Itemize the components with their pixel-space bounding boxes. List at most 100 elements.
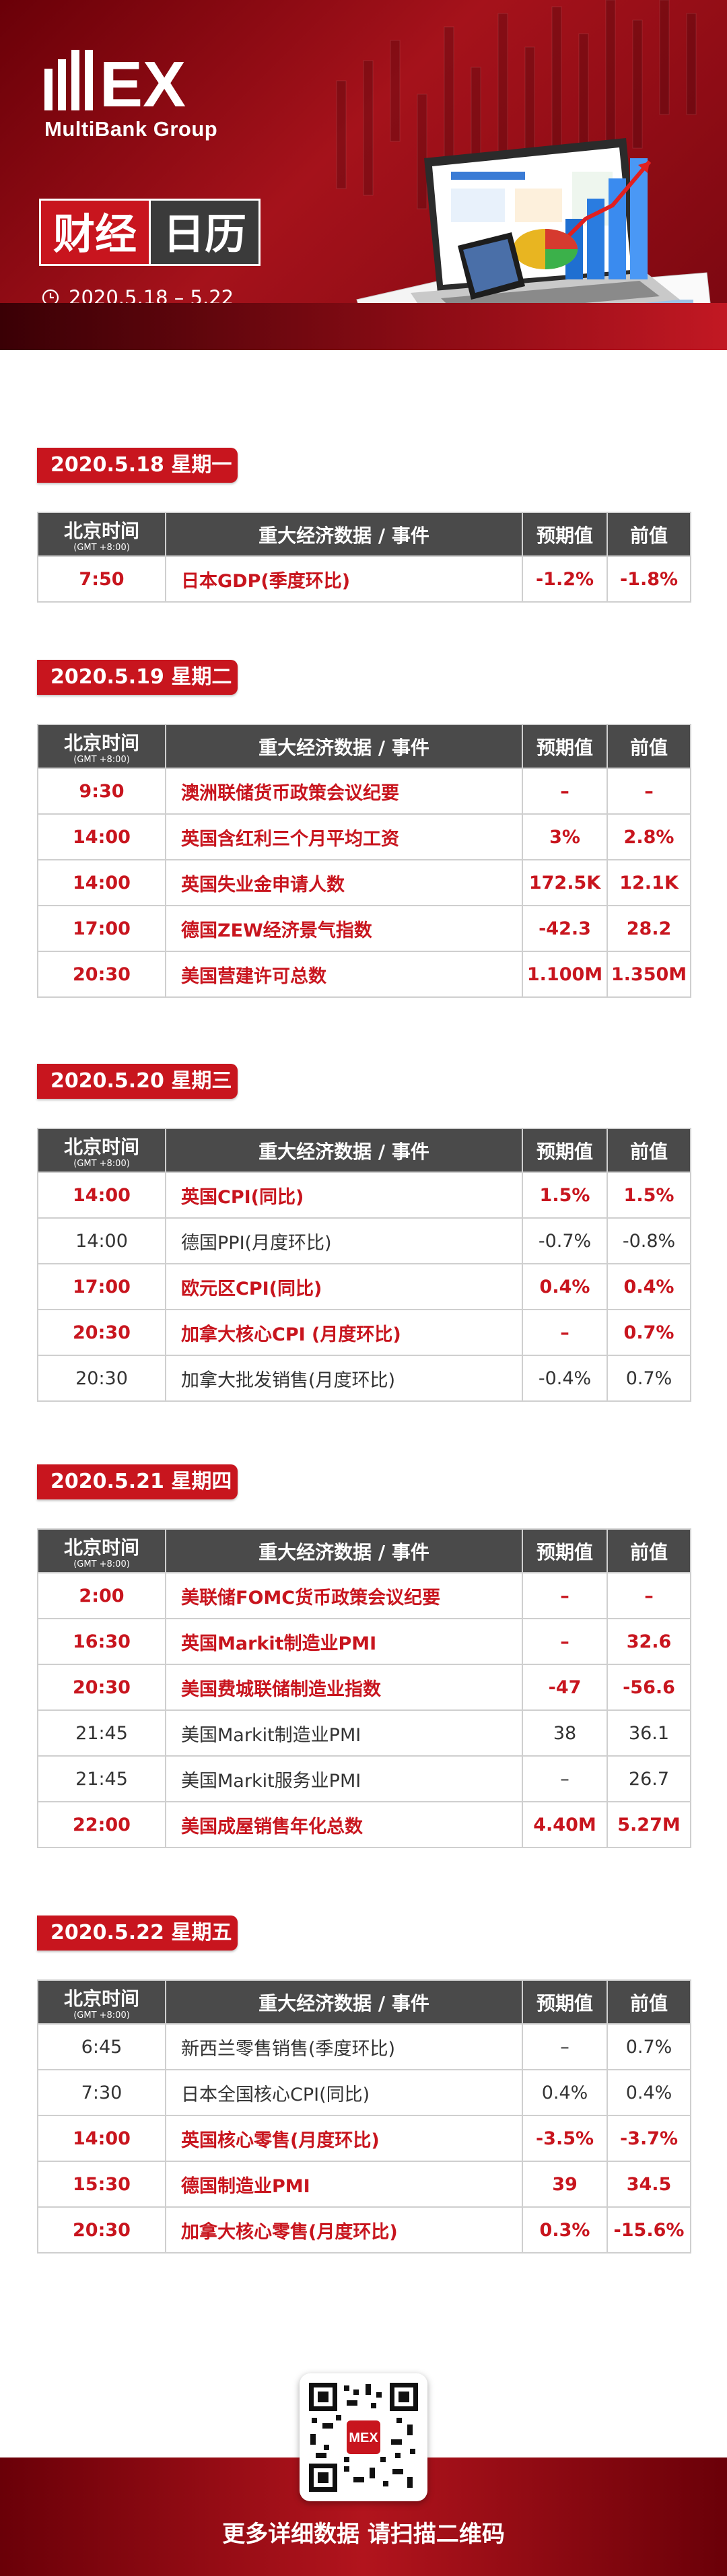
cell-previous: – bbox=[607, 1572, 691, 1619]
cell-event: 美国费城联储制造业指数 bbox=[165, 1664, 523, 1711]
cell-forecast: 0.4% bbox=[522, 1263, 608, 1310]
day-label: 2020.5.22 星期五 bbox=[37, 1916, 238, 1951]
cell-time: 15:30 bbox=[37, 2161, 166, 2208]
qr-code-icon: MEX bbox=[309, 2383, 418, 2492]
cell-event: 澳洲联储货币政策会议纪要 bbox=[165, 768, 523, 815]
cell-event: 英国Markit制造业PMI bbox=[165, 1618, 523, 1665]
cell-forecast: 4.40M bbox=[522, 1801, 608, 1848]
cell-event: 美国成屋销售年化总数 bbox=[165, 1801, 523, 1848]
table-row: 20:30 美国营建许可总数 1.100M 1.350M bbox=[37, 951, 691, 998]
cell-forecast: 39 bbox=[522, 2161, 608, 2208]
cell-forecast: -0.4% bbox=[522, 1355, 608, 1402]
cell-forecast: -1.2% bbox=[522, 555, 608, 603]
table-row: 21:45 美国Markit制造业PMI 38 36.1 bbox=[37, 1709, 691, 1757]
table-header-row: 北京时间 (GMT +8:00) 重大经济数据 / 事件 预期值 前值 bbox=[37, 512, 691, 557]
header-forecast: 预期值 bbox=[522, 1979, 608, 2025]
calendar-table: 北京时间 (GMT +8:00) 重大经济数据 / 事件 预期值 前值 9:30 澳洲联储货… bbox=[37, 724, 691, 998]
tablet-illustration bbox=[458, 232, 525, 300]
cell-time: 21:45 bbox=[37, 1709, 166, 1757]
cell-event: 加拿大核心零售(月度环比) bbox=[165, 2206, 523, 2253]
cell-previous: 5.27M bbox=[607, 1801, 691, 1848]
cell-previous: -56.6 bbox=[607, 1664, 691, 1711]
cell-event: 英国核心零售(月度环比) bbox=[165, 2115, 523, 2162]
cell-forecast: – bbox=[522, 1572, 608, 1619]
cell-event: 新西兰零售销售(季度环比) bbox=[165, 2023, 523, 2070]
cell-time: 16:30 bbox=[37, 1618, 166, 1665]
cell-previous: 12.1K bbox=[607, 859, 691, 906]
header-previous: 前值 bbox=[607, 512, 691, 557]
cell-time: 2:00 bbox=[37, 1572, 166, 1619]
header-time: 北京时间 (GMT +8:00) bbox=[37, 1128, 166, 1173]
table-row: 20:30 加拿大核心零售(月度环比) 0.3% -15.6% bbox=[37, 2206, 691, 2253]
table-header-row: 北京时间 (GMT +8:00) 重大经济数据 / 事件 预期值 前值 bbox=[37, 724, 691, 769]
cell-forecast: -0.7% bbox=[522, 1217, 608, 1264]
header-stripe bbox=[0, 303, 727, 350]
table-row: 16:30 英国Markit制造业PMI –32.6 bbox=[37, 1618, 691, 1665]
cell-forecast: – bbox=[522, 1309, 608, 1356]
table-row: 9:30 澳洲联储货币政策会议纪要 – – bbox=[37, 768, 691, 815]
qr-badge-text: MEX bbox=[349, 2431, 378, 2445]
cell-previous: 32.6 bbox=[607, 1618, 691, 1665]
cell-time: 17:00 bbox=[37, 905, 166, 952]
mex-logo: EX MultiBank Group bbox=[40, 47, 242, 141]
table-row: 14:00 英国失业金申请人数 172.5K 12.1K bbox=[37, 859, 691, 906]
cell-forecast: 172.5K bbox=[522, 859, 608, 906]
mex-logo-mark: EX bbox=[44, 48, 186, 111]
table-row: 22:00 美国成屋销售年化总数 4.40M 5.27M bbox=[37, 1801, 691, 1848]
qr-center-badge bbox=[347, 2420, 380, 2454]
table-row: 14:00 英国含红利三个月平均工资 3% 2.8% bbox=[37, 813, 691, 860]
pie-chart-illustration bbox=[513, 229, 578, 269]
cell-time: 7:50 bbox=[37, 555, 166, 603]
cell-time: 14:00 bbox=[37, 813, 166, 860]
cell-previous: -3.7% bbox=[607, 2115, 691, 2162]
table-row: 7:50 日本GDP(季度环比) -1.2% -1.8% bbox=[37, 555, 691, 603]
cell-previous: 0.4% bbox=[607, 1263, 691, 1310]
calendar-table: 北京时间 (GMT +8:00) 重大经济数据 / 事件 预期值 前值 7:50 日本GDP… bbox=[37, 512, 691, 603]
cell-time: 7:30 bbox=[37, 2069, 166, 2116]
cell-previous: 26.7 bbox=[607, 1755, 691, 1802]
header-time: 北京时间 (GMT +8:00) bbox=[37, 512, 166, 557]
cell-event: 美国营建许可总数 bbox=[165, 951, 523, 998]
cell-event: 英国失业金申请人数 bbox=[165, 859, 523, 906]
table-row: 20:30 美国费城联储制造业指数 -47 -56.6 bbox=[37, 1664, 691, 1711]
cell-event: 加拿大批发销售(月度环比) bbox=[165, 1355, 523, 1402]
table-row: 14:00 英国核心零售(月度环比) -3.5% -3.7% bbox=[37, 2115, 691, 2162]
page-title-part1: 财经 bbox=[39, 199, 151, 266]
cell-forecast: – bbox=[522, 768, 608, 815]
cell-event: 加拿大核心CPI (月度环比) bbox=[165, 1309, 523, 1356]
day-label: 2020.5.19 星期二 bbox=[37, 660, 238, 695]
header-time: 北京时间 (GMT +8:00) bbox=[37, 1528, 166, 1573]
table-row: 7:30 日本全国核心CPI(同比) 0.4% 0.4% bbox=[37, 2069, 691, 2116]
cell-previous: 0.4% bbox=[607, 2069, 691, 2116]
cell-previous: 36.1 bbox=[607, 1709, 691, 1757]
header-previous: 前值 bbox=[607, 1979, 691, 2025]
table-row: 17:00 欧元区CPI(同比) 0.4% 0.4% bbox=[37, 1263, 691, 1310]
cell-previous: -0.8% bbox=[607, 1217, 691, 1264]
cell-time: 20:30 bbox=[37, 1309, 166, 1356]
page-title-part2: 日历 bbox=[151, 199, 261, 266]
cell-previous: 28.2 bbox=[607, 905, 691, 952]
header-banner: EX MultiBank Group 财经 日历 2020.5.18 – 5.2… bbox=[0, 0, 727, 350]
cell-event: 德国PPI(月度环比) bbox=[165, 1217, 523, 1264]
day-label: 2020.5.18 星期一 bbox=[37, 448, 238, 483]
cell-time: 17:00 bbox=[37, 1263, 166, 1310]
day-label: 2020.5.20 星期三 bbox=[37, 1064, 238, 1099]
cell-time: 20:30 bbox=[37, 951, 166, 998]
cell-forecast: – bbox=[522, 1618, 608, 1665]
header-event: 重大经济数据 / 事件 bbox=[165, 1128, 523, 1173]
header-event: 重大经济数据 / 事件 bbox=[165, 724, 523, 769]
cell-time: 20:30 bbox=[37, 2206, 166, 2253]
header-forecast: 预期值 bbox=[522, 512, 608, 557]
cell-event: 美国Markit服务业PMI bbox=[165, 1755, 523, 1802]
table-row: 2:00 美联储FOMC货币政策会议纪要 – – bbox=[37, 1572, 691, 1619]
table-row: 6:45 新西兰零售销售(季度环比) –0.7% bbox=[37, 2023, 691, 2070]
cell-forecast: 0.4% bbox=[522, 2069, 608, 2116]
candlestick-background bbox=[336, 0, 697, 209]
cell-forecast: 38 bbox=[522, 1709, 608, 1757]
table-row: 21:45 美国Markit服务业PMI –26.7 bbox=[37, 1755, 691, 1802]
qr-code[interactable]: MEX bbox=[300, 2373, 427, 2501]
header-event: 重大经济数据 / 事件 bbox=[165, 512, 523, 557]
cell-event: 德国制造业PMI bbox=[165, 2161, 523, 2208]
table-row: 14:00 德国PPI(月度环比) -0.7% -0.8% bbox=[37, 1217, 691, 1264]
calendar-table: 北京时间 (GMT +8:00) 重大经济数据 / 事件 预期值 前值 14:00 英国CP… bbox=[37, 1128, 691, 1402]
